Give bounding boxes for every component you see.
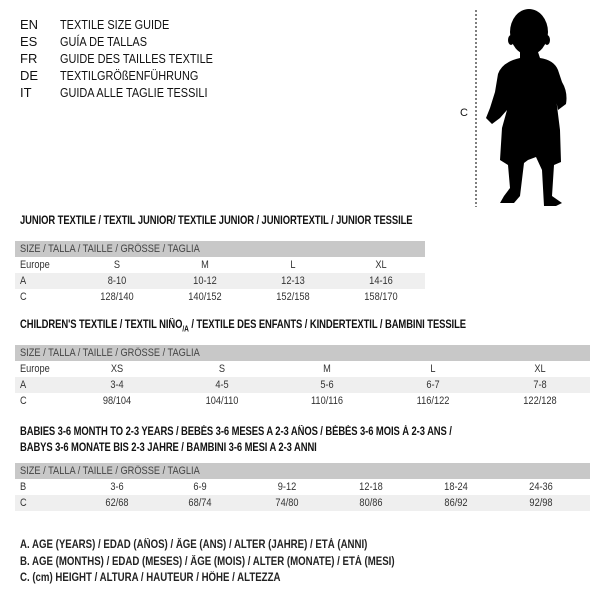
row-label: Europe <box>20 363 50 375</box>
cell: XS <box>110 363 124 375</box>
lang-title: GUÍA DE TALLAS <box>60 34 147 49</box>
table-header: SIZE / TALLA / TAILLE / GRÖSSE / TAGLIA <box>15 463 590 479</box>
cell: 3-6 <box>110 481 124 493</box>
lang-title: TEXTILGRÖßENFÜHRUNG <box>60 68 199 83</box>
table-row: C 98/104 104/110 110/116 116/122 122/128 <box>15 393 590 409</box>
table-header: SIZE / TALLA / TAILLE / GRÖSSE / TAGLIA <box>15 241 425 257</box>
cell: 140/152 <box>188 291 222 303</box>
cell: 92/98 <box>529 497 553 509</box>
babies-title-line1: BABIES 3-6 MONTH TO 2-3 YEARS / BEBÉS 3-… <box>20 426 452 438</box>
cell: 74/80 <box>275 497 299 509</box>
row-label: A <box>20 275 27 287</box>
cell: 110/116 <box>310 395 344 407</box>
cell: 9-12 <box>277 481 297 493</box>
row-label: C <box>20 395 27 407</box>
junior-section-title: JUNIOR TEXTILE / TEXTIL JUNIOR/ TEXTILE … <box>20 215 499 227</box>
cell: 80/86 <box>359 497 383 509</box>
size-header: SIZE / TALLA / TAILLE / GRÖSSE / TAGLIA <box>20 243 200 255</box>
lang-code: ES <box>20 34 38 49</box>
legend-item: A. AGE (YEARS) / EDAD (AÑOS) / ÂGE (ANS)… <box>20 539 368 551</box>
cell: 4-5 <box>215 379 229 391</box>
cell: XL <box>534 363 546 375</box>
cell: 7-8 <box>533 379 547 391</box>
row-label: C <box>20 291 27 303</box>
cell: XL <box>375 259 387 271</box>
child-silhouette-icon <box>475 9 567 207</box>
children-title: CHILDREN'S TEXTILE / TEXTIL NIÑO <box>20 319 183 331</box>
children-section-title: CHILDREN'S TEXTILE / TEXTIL NIÑO/A / TEX… <box>20 319 564 333</box>
cell: S <box>113 259 121 271</box>
cell: 6-7 <box>426 379 440 391</box>
legend-item: C. (cm) HEIGHT / ALTURA / HAUTEUR / HÖHE… <box>20 572 281 584</box>
cell: S <box>218 363 226 375</box>
table-row: A 8-10 10-12 12-13 14-16 <box>15 273 425 289</box>
cell: 14-16 <box>369 275 393 287</box>
babies-section-title: BABIES 3-6 MONTH TO 2-3 YEARS / BEBÉS 3-… <box>20 424 547 456</box>
lang-code: DE <box>20 68 39 83</box>
cell: 18-24 <box>444 481 468 493</box>
cell: 8-10 <box>107 275 127 287</box>
lang-code: IT <box>20 85 32 100</box>
cell: 68/74 <box>188 497 212 509</box>
row-label: B <box>20 481 27 493</box>
cell: L <box>290 259 296 271</box>
cell: M <box>323 363 331 375</box>
size-header: SIZE / TALLA / TAILLE / GRÖSSE / TAGLIA <box>20 465 200 477</box>
lang-code: EN <box>20 17 39 32</box>
height-figure: C <box>440 0 600 215</box>
cell: 3-4 <box>110 379 124 391</box>
table-row: Europe S M L XL <box>15 257 425 273</box>
cell: 122/128 <box>523 395 557 407</box>
cell: 104/110 <box>205 395 239 407</box>
row-label: A <box>20 379 27 391</box>
cell: 24-36 <box>529 481 553 493</box>
table-row: A 3-4 4-5 5-6 6-7 7-8 <box>15 377 590 393</box>
table-header: SIZE / TALLA / TAILLE / GRÖSSE / TAGLIA <box>15 345 590 361</box>
cell: 158/170 <box>364 291 398 303</box>
lang-title: TEXTILE SIZE GUIDE <box>60 17 170 32</box>
cell: 62/68 <box>105 497 129 509</box>
lang-title: GUIDA ALLE TAGLIE TESSILI <box>60 85 208 100</box>
measure-label: C <box>460 107 468 119</box>
table-row: Europe XS S M L XL <box>15 361 590 377</box>
language-codes: EN ES FR DE IT <box>20 16 38 101</box>
cell: 10-12 <box>193 275 217 287</box>
cell: 98/104 <box>102 395 132 407</box>
legend: A. AGE (YEARS) / EDAD (AÑOS) / ÂGE (ANS)… <box>20 537 466 587</box>
cell: 116/122 <box>416 395 450 407</box>
cell: 6-9 <box>193 481 207 493</box>
row-label: C <box>20 497 27 509</box>
babies-title-line2: BABYS 3-6 MONATE BIS 2-3 JAHRE / BAMBINI… <box>20 442 317 454</box>
cell: M <box>201 259 209 271</box>
size-header: SIZE / TALLA / TAILLE / GRÖSSE / TAGLIA <box>20 347 200 359</box>
cell: 12-18 <box>359 481 383 493</box>
lang-code: FR <box>20 51 38 66</box>
language-titles: TEXTILE SIZE GUIDE GUÍA DE TALLAS GUIDE … <box>60 16 242 101</box>
row-label: Europe <box>20 259 50 271</box>
table-row: B 3-6 6-9 9-12 12-18 18-24 24-36 <box>15 479 590 495</box>
children-size-table: SIZE / TALLA / TAILLE / GRÖSSE / TAGLIA … <box>15 345 590 409</box>
cell: L <box>430 363 436 375</box>
cell: 128/140 <box>100 291 134 303</box>
legend-item: B. AGE (MONTHS) / EDAD (MESES) / ÂGE (MO… <box>20 555 395 568</box>
junior-title: JUNIOR TEXTILE / TEXTIL JUNIOR/ TEXTILE … <box>20 215 413 227</box>
lang-title: GUIDE DES TAILLES TEXTILE <box>60 51 213 66</box>
children-title-sub: /A <box>182 324 189 334</box>
cell: 12-13 <box>281 275 305 287</box>
table-row: C 128/140 140/152 152/158 158/170 <box>15 289 425 305</box>
cell: 152/158 <box>276 291 310 303</box>
babies-size-table: SIZE / TALLA / TAILLE / GRÖSSE / TAGLIA … <box>15 463 590 511</box>
cell: 86/92 <box>444 497 468 509</box>
cell: 5-6 <box>320 379 334 391</box>
junior-size-table: SIZE / TALLA / TAILLE / GRÖSSE / TAGLIA … <box>15 241 425 305</box>
table-row: C 62/68 68/74 74/80 80/86 86/92 92/98 <box>15 495 590 511</box>
children-title-rest: / TEXTILE DES ENFANTS / KINDERTEXTIL / B… <box>188 319 466 331</box>
